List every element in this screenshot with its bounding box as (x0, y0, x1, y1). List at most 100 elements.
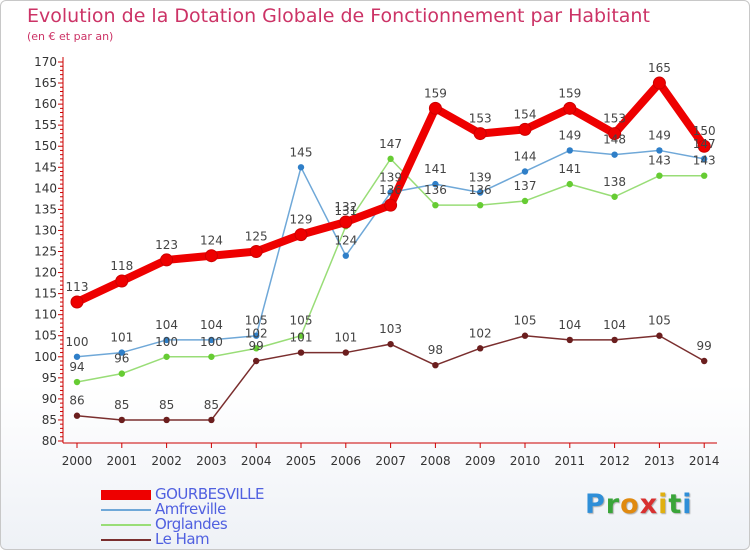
data-label: 148 (603, 133, 626, 147)
legend-swatch (101, 509, 151, 511)
y-tick-label: 135 (34, 202, 57, 216)
data-point (204, 249, 218, 263)
data-label: 94 (69, 360, 84, 374)
data-point (432, 180, 439, 188)
data-point (342, 252, 349, 259)
data-point (160, 253, 174, 267)
legend-label: Le Ham (155, 530, 210, 548)
x-tick-label: 2012 (599, 454, 630, 468)
x-tick-label: 2011 (555, 454, 586, 468)
data-label: 101 (290, 331, 313, 345)
legend-label: Amfreville (155, 500, 226, 518)
data-label: 149 (648, 128, 671, 142)
data-point (73, 412, 81, 419)
data-point (521, 197, 529, 205)
data-label: 101 (334, 331, 357, 345)
data-point (384, 198, 398, 212)
y-tick-label: 80 (42, 434, 57, 448)
data-point (253, 345, 260, 352)
data-label: 85 (159, 398, 174, 412)
x-tick-label: 2002 (151, 454, 182, 468)
data-point (249, 245, 263, 258)
data-point (387, 155, 394, 163)
data-point (477, 345, 484, 352)
y-tick-label: 155 (34, 118, 57, 132)
x-tick-label: 2000 (62, 454, 93, 468)
data-label: 104 (603, 318, 626, 332)
data-point (73, 378, 81, 386)
data-label: 149 (558, 128, 581, 142)
data-label: 159 (424, 86, 447, 100)
x-tick-label: 2013 (644, 454, 675, 468)
x-tick-label: 2014 (689, 454, 720, 468)
x-tick-label: 2001 (107, 454, 138, 468)
data-label: 147 (379, 137, 402, 151)
data-label: 100 (66, 335, 89, 349)
data-point (566, 147, 573, 154)
x-tick-label: 2009 (465, 454, 496, 468)
data-point (473, 127, 487, 141)
data-point (208, 336, 215, 344)
legend-label: Orglandes (155, 515, 228, 533)
data-label: 147 (693, 137, 716, 151)
data-label: 113 (66, 280, 89, 294)
data-label: 153 (603, 112, 626, 126)
data-label: 136 (379, 183, 402, 197)
data-label: 105 (245, 314, 268, 328)
data-label: 98 (428, 343, 443, 357)
data-point (387, 340, 394, 348)
x-tick-label: 2005 (286, 454, 317, 468)
data-label: 124 (334, 234, 357, 248)
y-tick-label: 125 (34, 245, 57, 259)
y-tick-label: 170 (34, 55, 57, 69)
data-label: 131 (334, 204, 357, 218)
data-point (563, 101, 577, 115)
data-label: 136 (469, 183, 492, 197)
data-label: 104 (200, 318, 223, 332)
data-label: 85 (204, 398, 219, 412)
legend-swatch (101, 490, 151, 500)
data-label: 144 (514, 149, 537, 163)
data-point (611, 336, 618, 344)
data-label: 102 (469, 326, 492, 340)
data-label: 100 (200, 335, 223, 349)
data-point (208, 353, 215, 360)
chart-title: Evolution de la Dotation Globale de Fonc… (27, 5, 650, 27)
data-point (342, 349, 349, 356)
data-point (339, 215, 353, 229)
data-label: 99 (249, 339, 264, 353)
data-label: 132 (334, 200, 357, 214)
data-point (432, 201, 439, 209)
logo-letter: P (585, 489, 606, 520)
data-point (208, 416, 215, 424)
data-label: 86 (69, 394, 84, 408)
data-point (701, 155, 708, 163)
data-point (611, 151, 618, 158)
data-label: 118 (110, 259, 133, 273)
data-point (163, 336, 170, 344)
data-label: 129 (290, 213, 313, 227)
y-tick-label: 140 (34, 181, 57, 195)
data-point (163, 416, 170, 424)
x-tick-label: 2008 (420, 454, 451, 468)
y-tick-label: 150 (34, 139, 57, 153)
data-point (697, 139, 711, 153)
data-point (297, 332, 305, 339)
chart-subtitle: (en € et par an) (27, 30, 114, 43)
data-point (656, 332, 663, 339)
data-point (652, 76, 666, 90)
y-tick-label: 110 (34, 308, 57, 322)
data-label: 141 (424, 162, 447, 176)
data-label: 145 (290, 145, 313, 159)
logo-letter: t (668, 489, 683, 520)
legend-label: GOURBESVILLE (155, 485, 265, 503)
data-label: 99 (697, 339, 712, 353)
data-point (521, 332, 529, 339)
data-point (118, 416, 126, 424)
data-label: 136 (424, 183, 447, 197)
y-tick-label: 165 (34, 76, 57, 90)
legend-swatch (101, 539, 151, 541)
y-tick-label: 145 (34, 160, 57, 174)
logo-letter: x (639, 489, 659, 520)
